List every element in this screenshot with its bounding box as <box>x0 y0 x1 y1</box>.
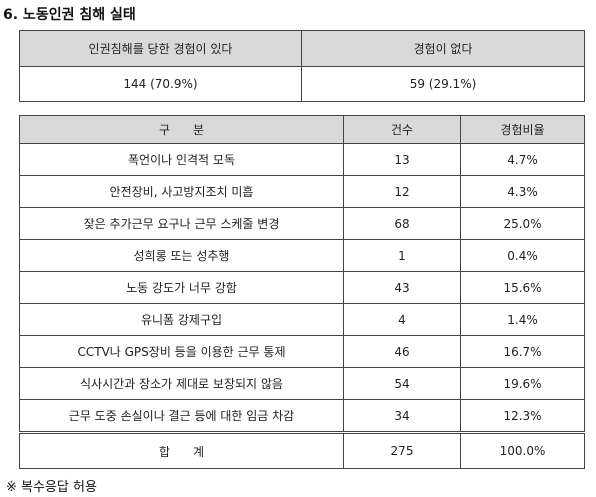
row-ratio: 1.4% <box>460 303 585 336</box>
row-count: 1 <box>343 239 461 272</box>
row-label: 성희롱 또는 성추행 <box>19 239 344 272</box>
row-count: 46 <box>343 335 461 368</box>
total-ratio: 100.0% <box>460 431 585 469</box>
row-ratio: 4.3% <box>460 175 585 208</box>
detail-header-row: 구 분 건수 경험비율 <box>19 115 585 144</box>
summary-header-experienced: 인권침해를 당한 경험이 있다 <box>19 30 302 67</box>
row-ratio: 4.7% <box>460 143 585 176</box>
summary-header-row: 인권침해를 당한 경험이 있다 경험이 없다 <box>19 30 585 67</box>
table-row: CCTV나 GPS장비 등을 이용한 근무 통제 46 16.7% <box>19 335 585 368</box>
footnote: ※ 복수응답 허용 <box>6 480 97 495</box>
row-ratio: 0.4% <box>460 239 585 272</box>
row-ratio: 19.6% <box>460 367 585 400</box>
row-label: 유니폼 강제구입 <box>19 303 344 336</box>
row-label: 근무 도중 손실이나 결근 등에 대한 임금 차감 <box>19 399 344 433</box>
table-row: 식사시간과 장소가 제대로 보장되지 않음 54 19.6% <box>19 367 585 400</box>
row-count: 13 <box>343 143 461 176</box>
summary-value-experienced: 144 (70.9%) <box>19 66 302 102</box>
table-row: 잦은 추가근무 요구나 근무 스케줄 변경 68 25.0% <box>19 207 585 240</box>
row-count: 12 <box>343 175 461 208</box>
header-category: 구 분 <box>19 115 344 144</box>
row-ratio: 12.3% <box>460 399 585 433</box>
total-label: 합 계 <box>19 431 344 469</box>
row-count: 43 <box>343 271 461 304</box>
row-ratio: 15.6% <box>460 271 585 304</box>
row-ratio: 25.0% <box>460 207 585 240</box>
row-label: 노동 강도가 너무 강함 <box>19 271 344 304</box>
total-count: 275 <box>343 431 461 469</box>
row-label: 안전장비, 사고방지조치 미흡 <box>19 175 344 208</box>
row-label: CCTV나 GPS장비 등을 이용한 근무 통제 <box>19 335 344 368</box>
summary-header-not-experienced: 경험이 없다 <box>301 30 585 67</box>
row-label: 식사시간과 장소가 제대로 보장되지 않음 <box>19 367 344 400</box>
table-row: 폭언이나 인격적 모독 13 4.7% <box>19 143 585 176</box>
table-row: 안전장비, 사고방지조치 미흡 12 4.3% <box>19 175 585 208</box>
row-ratio: 16.7% <box>460 335 585 368</box>
table-row: 노동 강도가 너무 강함 43 15.6% <box>19 271 585 304</box>
row-label: 폭언이나 인격적 모독 <box>19 143 344 176</box>
header-count: 건수 <box>343 115 461 144</box>
summary-value-row: 144 (70.9%) 59 (29.1%) <box>19 66 585 102</box>
row-count: 68 <box>343 207 461 240</box>
summary-table: 인권침해를 당한 경험이 있다 경험이 없다 144 (70.9%) 59 (2… <box>19 30 585 102</box>
table-row: 근무 도중 손실이나 결근 등에 대한 임금 차감 34 12.3% <box>19 399 585 433</box>
row-count: 34 <box>343 399 461 433</box>
row-count: 4 <box>343 303 461 336</box>
section-heading: 6. 노동인권 침해 실태 <box>3 7 136 23</box>
summary-value-not-experienced: 59 (29.1%) <box>301 66 585 102</box>
row-count: 54 <box>343 367 461 400</box>
detail-table: 구 분 건수 경험비율 폭언이나 인격적 모독 13 4.7% 안전장비, 사고… <box>19 115 585 469</box>
total-row: 합 계 275 100.0% <box>19 431 585 469</box>
table-row: 성희롱 또는 성추행 1 0.4% <box>19 239 585 272</box>
table-row: 유니폼 강제구입 4 1.4% <box>19 303 585 336</box>
header-ratio: 경험비율 <box>460 115 585 144</box>
row-label: 잦은 추가근무 요구나 근무 스케줄 변경 <box>19 207 344 240</box>
